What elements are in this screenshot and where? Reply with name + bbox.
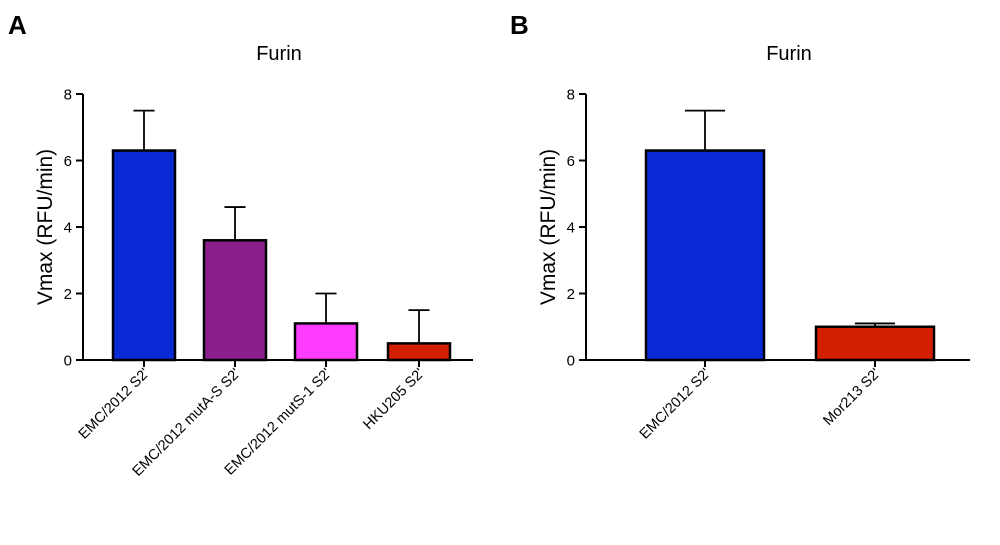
y-tick-label-a: 0 <box>64 353 72 370</box>
x-tick-label-a: HKU205 S2' <box>360 365 428 433</box>
y-tick-label-b: 0 <box>567 353 575 370</box>
bar-a <box>202 239 268 362</box>
panel-label-a: A <box>8 10 27 40</box>
chart-title-b: Furin <box>766 43 812 65</box>
plot-area-b: 0 2 4 6 8 EMC/2012 S2' Mor213 S2' <box>567 87 970 443</box>
y-axis-label-a: Vmax (RFU/min) <box>34 149 57 305</box>
y-tick-label-a: 4 <box>64 220 72 237</box>
y-tick-label-b: 6 <box>567 153 575 170</box>
y-tick-label-a: 8 <box>64 87 72 104</box>
x-tick-label-a: EMC/2012 S2' <box>76 365 153 442</box>
panel-a: A Furin Vmax (RFU/min) 0 2 4 6 8 EMC/2012 S2'… <box>8 10 473 480</box>
bar-a <box>386 342 452 362</box>
y-tick-label-a: 2 <box>64 286 72 303</box>
panel-b: B Furin Vmax (RFU/min) 0 2 4 6 8 EMC/2012 S2'… <box>510 10 970 443</box>
panel-label-b: B <box>510 10 529 40</box>
chart-title-a: Furin <box>256 43 302 65</box>
y-tick-label-a: 6 <box>64 153 72 170</box>
bar-a <box>111 149 177 362</box>
bar-b <box>814 325 936 362</box>
x-tick-label-b: Mor213 S2' <box>820 365 884 429</box>
y-axis-label-b: Vmax (RFU/min) <box>537 149 560 305</box>
y-tick-label-b: 8 <box>567 87 575 104</box>
bar-a <box>293 322 359 362</box>
y-tick-label-b: 2 <box>567 286 575 303</box>
y-tick-label-b: 4 <box>567 220 575 237</box>
bar-b <box>644 149 766 362</box>
x-tick-label-a: EMC/2012 mutS-1 S2' <box>222 365 335 478</box>
x-tick-label-b: EMC/2012 S2' <box>637 365 714 442</box>
